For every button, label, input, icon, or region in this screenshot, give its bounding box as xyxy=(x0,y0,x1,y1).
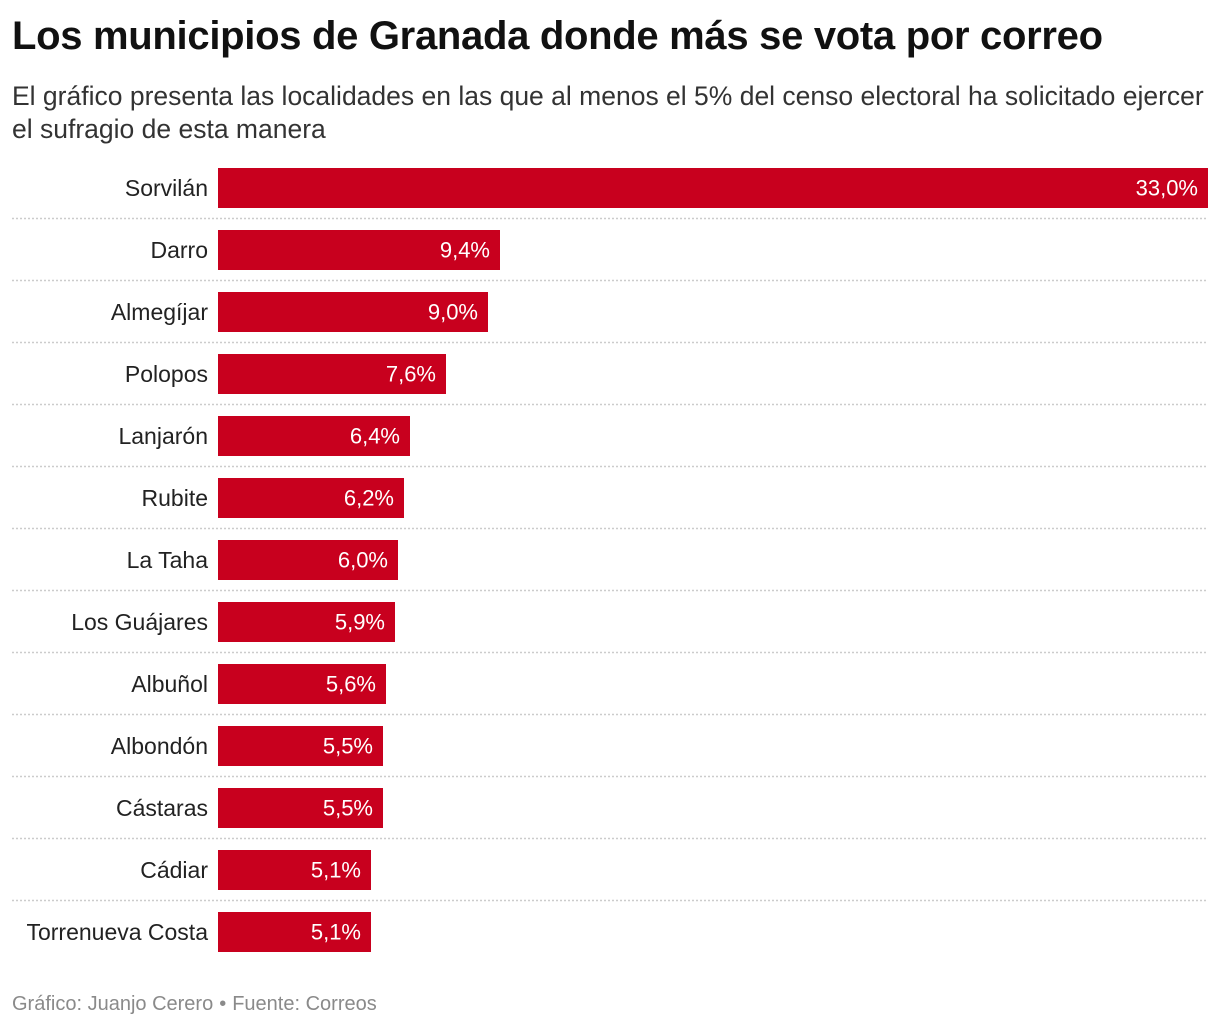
category-label: Cádiar xyxy=(140,857,208,883)
category-label: Albuñol xyxy=(131,671,208,697)
bar-row: Torrenueva Costa 5,1% xyxy=(26,912,371,952)
bar-row: Albondón 5,5% xyxy=(12,726,1208,778)
footer-separator: • xyxy=(219,993,227,1015)
bar xyxy=(218,664,386,704)
category-label: Torrenueva Costa xyxy=(26,919,208,945)
bar-row: Sorvilán 33,0% xyxy=(12,168,1208,220)
bar xyxy=(218,168,1208,208)
bar-row: Rubite 6,2% xyxy=(12,478,1208,530)
bar-row: Los Guájares 5,9% xyxy=(12,602,1208,654)
bar xyxy=(218,292,488,332)
bar-value-label: 6,2% xyxy=(344,486,394,511)
category-label: Sorvilán xyxy=(125,175,208,201)
category-label: Los Guájares xyxy=(71,609,208,635)
bar xyxy=(218,850,371,890)
bar xyxy=(218,602,395,642)
category-label: Albondón xyxy=(111,733,208,759)
chart-footer: Gráfico: Juanjo Cerero • Fuente: Correos xyxy=(12,990,377,1018)
bar xyxy=(218,478,404,518)
bar-value-label: 9,4% xyxy=(440,238,490,263)
bar-row: Almegíjar 9,0% xyxy=(12,292,1208,344)
bar xyxy=(218,726,383,766)
source-text: Fuente: Correos xyxy=(232,993,377,1015)
bar-row: Darro 9,4% xyxy=(12,230,1208,282)
bar-value-label: 9,0% xyxy=(428,300,478,325)
bar-row: Lanjarón 6,4% xyxy=(12,416,1208,468)
bar xyxy=(218,540,398,580)
category-label: La Taha xyxy=(127,547,209,573)
bar-row: Cástaras 5,5% xyxy=(12,788,1208,840)
bar-row: Cádiar 5,1% xyxy=(12,850,1208,902)
category-label: Lanjarón xyxy=(118,423,208,449)
bar-value-label: 5,1% xyxy=(311,920,361,945)
bar xyxy=(218,788,383,828)
category-label: Cástaras xyxy=(116,795,208,821)
category-label: Polopos xyxy=(125,361,208,387)
bar-value-label: 6,0% xyxy=(338,548,388,573)
bar xyxy=(218,354,446,394)
chart-title: Los municipios de Granada donde más se v… xyxy=(12,14,1103,58)
bar-value-label: 5,1% xyxy=(311,858,361,883)
bar-row: Albuñol 5,6% xyxy=(12,664,1208,716)
bar-row: Polopos 7,6% xyxy=(12,354,1208,406)
bar-value-label: 5,5% xyxy=(323,734,373,759)
bar xyxy=(218,416,410,456)
bar-chart: Sorvilán 33,0% Darro 9,4% Almegíjar 9,0% Polop… xyxy=(12,168,1208,952)
bar-row: La Taha 6,0% xyxy=(12,540,1208,592)
bar-value-label: 5,9% xyxy=(335,610,385,635)
chart-subtitle: El gráfico presenta las localidades en l… xyxy=(12,81,1204,144)
category-label: Rubite xyxy=(142,485,208,511)
bar-value-label: 5,6% xyxy=(326,672,376,697)
bar-value-label: 6,4% xyxy=(350,424,400,449)
bar-value-label: 7,6% xyxy=(386,362,436,387)
category-label: Darro xyxy=(150,237,208,263)
bar-value-label: 33,0% xyxy=(1136,176,1198,201)
credit-text: Gráfico: Juanjo Cerero xyxy=(12,993,214,1015)
bar xyxy=(218,912,371,952)
category-label: Almegíjar xyxy=(111,299,208,325)
bar xyxy=(218,230,500,270)
bar-value-label: 5,5% xyxy=(323,796,373,821)
